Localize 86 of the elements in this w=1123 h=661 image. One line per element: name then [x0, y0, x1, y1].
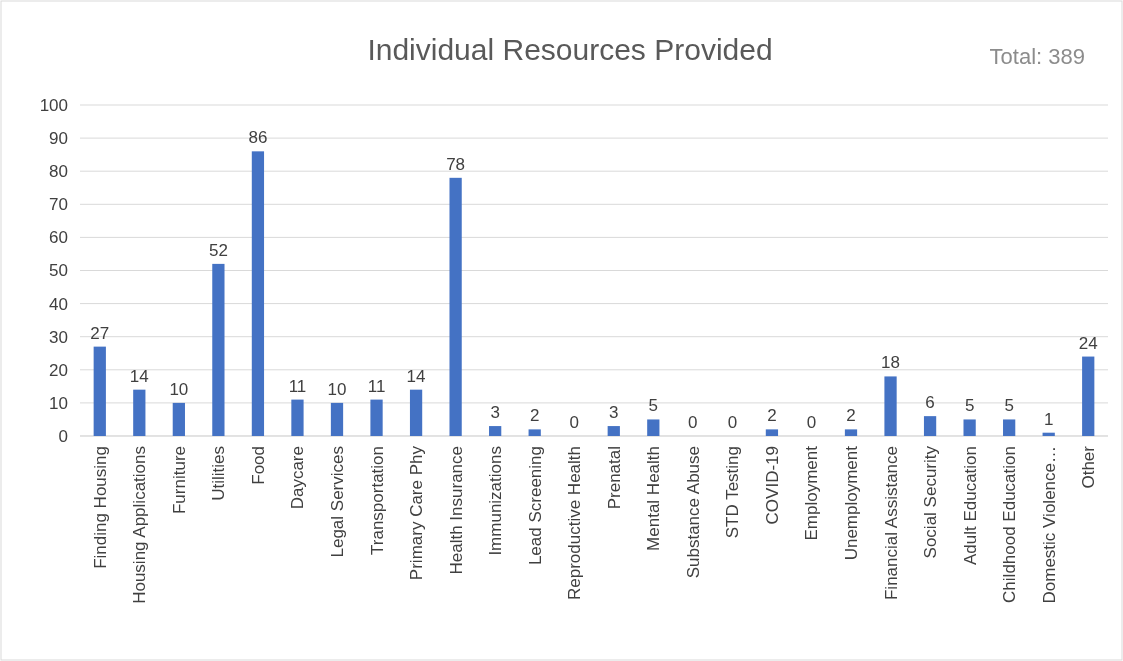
bar	[489, 426, 502, 436]
bar	[1003, 419, 1016, 436]
bar	[647, 419, 660, 436]
x-tick-label: COVID-19	[762, 446, 782, 525]
x-tick-label: Social Security	[921, 445, 941, 559]
x-tick-label: Other	[1079, 445, 1099, 489]
bar	[291, 399, 304, 436]
bar	[409, 389, 423, 436]
x-tick-label: Childhood Education	[1000, 446, 1020, 603]
x-tick-label: Legal Services	[328, 446, 347, 558]
bar	[884, 376, 897, 436]
bar	[923, 416, 937, 436]
x-tick-label: Health Insurance	[446, 446, 466, 575]
bar	[528, 429, 541, 436]
x-tick-label: Primary Care Phy	[407, 445, 427, 581]
data-label: 11	[367, 376, 386, 396]
y-tick-label: 10	[49, 393, 68, 413]
bar	[172, 402, 185, 436]
bar	[133, 389, 146, 436]
y-tick-label: 0	[58, 426, 68, 446]
y-tick-label: 20	[49, 360, 68, 380]
data-label: 2	[846, 406, 856, 426]
data-label: 27	[90, 323, 110, 343]
data-label: 14	[406, 366, 426, 386]
x-tick-label: Adult Education	[960, 446, 980, 566]
y-tick-label: 30	[49, 327, 68, 347]
y-tick-label: 100	[39, 95, 68, 115]
data-label: 5	[648, 396, 659, 416]
y-tick-label: 50	[49, 261, 68, 281]
data-label: 10	[327, 379, 347, 399]
x-tick-label: Lead Screening	[525, 446, 545, 566]
bar	[212, 263, 225, 436]
data-label: 0	[688, 413, 698, 432]
data-label: 1	[1043, 409, 1054, 429]
data-label: 0	[569, 413, 579, 432]
x-tick-label: Furniture	[169, 446, 189, 515]
bar	[93, 346, 106, 436]
x-tick-label: Unemployment	[842, 445, 861, 561]
text: Total: 389	[989, 44, 1085, 69]
bar	[370, 399, 383, 436]
x-tick-label: Employment	[802, 445, 822, 541]
y-tick-label: 40	[49, 294, 68, 314]
x-tick-label: Daycare	[288, 446, 308, 510]
data-label: 14	[129, 366, 149, 386]
x-tick-label: Reproductive Health	[565, 446, 585, 601]
x-tick-label: Transportation	[367, 446, 387, 555]
y-tick-label: 60	[49, 228, 68, 248]
data-label: 2	[529, 406, 540, 426]
chart-title: Individual Resources Provided	[367, 33, 773, 66]
data-label: 10	[169, 379, 189, 399]
y-tick-label: 80	[49, 162, 68, 182]
data-label: 86	[248, 128, 268, 148]
bar	[765, 429, 779, 436]
bar	[251, 151, 265, 436]
x-tick-label: Utilities	[209, 446, 229, 501]
x-tick-label: Finding Housing	[90, 446, 110, 569]
x-tick-label: Financial Assistance	[881, 446, 901, 601]
data-label: 0	[727, 413, 738, 432]
data-label: 18	[881, 353, 900, 373]
bar	[330, 402, 344, 436]
x-tick-label: Housing Applications	[130, 446, 150, 604]
y-tick-label: 90	[49, 129, 68, 149]
data-label: 2	[767, 406, 777, 426]
x-tick-label: Prenatal	[604, 446, 624, 510]
x-tick-label: STD Testing	[723, 446, 743, 539]
data-label: 3	[490, 403, 500, 423]
bar	[449, 177, 462, 436]
data-label: 11	[288, 376, 307, 396]
bar	[607, 426, 620, 436]
data-label: 5	[964, 396, 975, 416]
x-tick-label: Food	[248, 446, 268, 485]
data-label: 24	[1078, 333, 1098, 353]
x-tick-label: Substance Abuse	[683, 446, 703, 579]
bar	[1082, 356, 1095, 436]
bar	[844, 429, 858, 436]
data-label: 6	[925, 393, 935, 413]
data-label: 5	[1004, 396, 1014, 416]
data-label: 78	[446, 154, 466, 174]
data-label: 3	[609, 403, 619, 423]
data-label: 0	[806, 413, 817, 432]
bar	[963, 419, 976, 436]
x-tick-label: Domestic Violence…	[1039, 446, 1059, 604]
x-tick-label: Immunizations	[486, 446, 506, 556]
x-tick-label: Mental Health	[644, 446, 664, 551]
y-tick-label: 70	[49, 195, 68, 215]
data-label: 52	[208, 240, 228, 260]
